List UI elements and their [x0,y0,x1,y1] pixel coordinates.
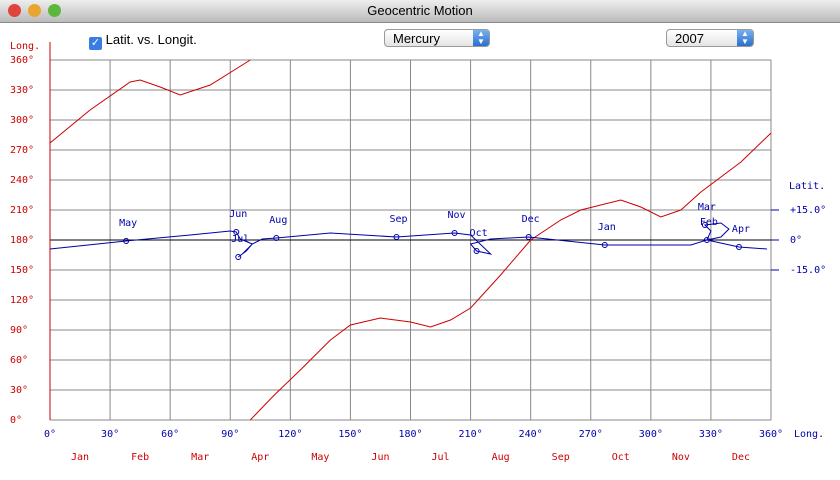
y-tick-label: 0° [10,415,22,426]
annotation-point [735,244,742,250]
annotation-label: Mar [698,202,716,213]
annotation-label: May [119,218,137,229]
x-tick-label: 60° [161,429,179,440]
checkbox-box[interactable]: ✓ [89,37,102,50]
month-label: Nov [672,452,690,463]
y-tick-label: 270° [10,145,34,156]
window-title: Geocentric Motion [367,3,473,18]
x-tick-label: 270° [579,429,603,440]
month-label: Jul [432,452,450,463]
planet-popup[interactable]: Mercury ▲ ▼ [384,29,490,47]
x-tick-label: 180° [398,429,422,440]
x-tick-label: 150° [338,429,362,440]
annotation-label: Jan [598,222,616,233]
annotation-label: Dec [522,214,540,225]
x-tick-label: 90° [221,429,239,440]
y-tick-label: 30° [10,385,28,396]
popup-stepper: ▲ ▼ [737,30,753,46]
y-tick-label: 150° [10,265,34,276]
popup-stepper: ▲ ▼ [473,30,489,46]
annotation-point [123,238,130,244]
month-label: Aug [492,452,510,463]
y-tick-label: 120° [10,295,34,306]
month-label: Feb [131,452,149,463]
annotation-point [235,254,242,260]
x-tick-label: 210° [459,429,483,440]
y2-tick-label: -15.0° [790,265,826,276]
minimize-button[interactable] [28,4,41,17]
title-bar: Geocentric Motion [0,0,840,23]
y-tick-label: 360° [10,55,34,66]
y2-tick-label: 0° [790,235,802,246]
month-label: Dec [732,452,750,463]
annotation-label: Jun [229,209,247,220]
annotation-point [233,229,240,235]
y-tick-label: 330° [10,85,34,96]
annotation-label: Aug [269,215,287,226]
x-tick-label: 300° [639,429,663,440]
x-tick-label: 120° [278,429,302,440]
x-tick-label: 30° [101,429,119,440]
annotation-label: Oct [470,228,488,239]
annotation-label: Feb [700,217,718,228]
annotation-point [473,248,480,254]
annotation-point [703,237,710,243]
y-tick-label: 90° [10,325,28,336]
y-tick-label: 60° [10,355,28,366]
series-line [49,222,768,258]
zoom-button[interactable] [48,4,61,17]
month-label: Sep [552,452,570,463]
y-tick-label: 180° [10,235,34,246]
annotation-point [525,234,532,240]
x-axis-label: Long. [794,429,824,440]
annotation-label: Nov [448,210,466,221]
close-button[interactable] [8,4,21,17]
y-axis-label: Long. [10,41,40,52]
year-value: 2007 [675,31,704,46]
x-tick-label: 0° [44,429,56,440]
annotation-point [451,230,458,236]
y-tick-label: 240° [10,175,34,186]
checkbox[interactable]: ✓ Latit. vs. Longit. [89,32,197,50]
annotation-point [601,242,608,248]
series-line [49,59,772,421]
y2-axis-label: Latit. [789,181,825,192]
x-tick-label: 330° [699,429,723,440]
annotation-label: Sep [389,214,407,225]
year-popup[interactable]: 2007 ▲ ▼ [666,29,754,47]
y-tick-label: 300° [10,115,34,126]
month-label: Jan [71,452,89,463]
annotation-label: Jul [231,234,249,245]
month-label: Apr [251,452,269,463]
x-tick-label: 360° [759,429,783,440]
month-label: May [311,452,329,463]
x-tick-label: 240° [519,429,543,440]
checkbox-label: Latit. vs. Longit. [105,32,197,47]
month-label: Oct [612,452,630,463]
annotation-label: Apr [732,224,750,235]
month-label: Jun [371,452,389,463]
annotation-point [273,235,280,241]
month-label: Mar [191,452,209,463]
y-tick-label: 210° [10,205,34,216]
y2-tick-label: +15.0° [790,205,826,216]
planet-value: Mercury [393,31,440,46]
annotation-point [701,222,708,228]
annotation-point [393,234,400,240]
